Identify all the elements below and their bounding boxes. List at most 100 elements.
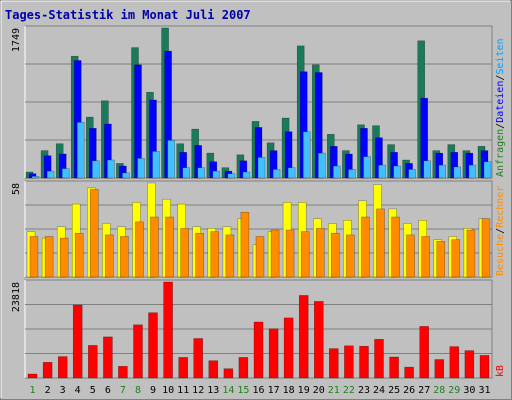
day-label-17: 17 [268,385,280,396]
panel-hits-ymax-label: 1749 [11,28,22,52]
rechner-bar-day-20 [316,228,325,278]
seiten-bar-day-12 [197,167,205,179]
rechner-bar-day-3 [59,237,69,278]
rechner-bar-day-7 [120,236,129,278]
rechner-bar-day-1 [29,236,39,278]
rechner-bar-day-15 [240,211,250,278]
rechner-bar-day-28 [436,241,446,278]
seiten-bar-day-20 [318,152,326,179]
day-label-10: 10 [162,385,174,396]
day-label-28: 28 [433,385,445,396]
panel-visits: 58 Besuche/Rechner [11,180,506,278]
day-label-22: 22 [343,385,355,396]
kb-bar-day-20 [314,301,324,379]
kb-bar-day-1 [27,373,38,379]
seiten-bar-day-24 [378,164,386,179]
rechner-bar-day-21 [331,232,340,278]
rechner-bar-day-30 [466,229,476,278]
day-label-5: 5 [90,385,96,396]
rechner-bar-day-5 [90,189,99,278]
seiten-bar-day-2 [46,170,55,179]
kb-bar-day-29 [449,346,460,379]
legend-entry-anfragen: Anfragen [495,129,506,177]
day-label-6: 6 [105,385,111,396]
seiten-bar-day-1 [31,176,40,179]
seiten-bar-day-21 [333,165,341,179]
seiten-bar-day-3 [61,168,70,179]
day-axis-labels: 1 2 3 4 5 6 7 8 9 10 11 12 13 14 15 16 17 18 19 20 21 22 23 24 2… [29,385,490,396]
kb-bar-day-26 [404,366,414,379]
rechner-bar-day-14 [225,234,235,278]
legend-entry-seiten: Seiten [495,38,506,74]
seiten-bar-day-17 [272,169,281,179]
rechner-bar-day-11 [180,228,189,278]
seiten-bar-day-29 [453,166,462,179]
seiten-bar-day-25 [393,165,401,179]
day-label-15: 15 [237,385,249,396]
rechner-bar-day-19 [300,231,310,278]
day-label-23: 23 [358,385,370,396]
rechner-bar-day-17 [270,229,280,278]
kb-bar-day-25 [389,356,399,379]
rechner-bar-day-23 [361,216,370,278]
rechner-bar-day-12 [195,232,204,278]
day-label-3: 3 [60,385,66,396]
chart-panels: 1749Anfragen/Dateien/Seiten58Besuche/Rec… [11,25,506,379]
panel-visits-legend: Besuche/Rechner [495,186,506,276]
kb-bar-day-17 [268,328,279,379]
rechner-bar-day-8 [135,221,144,278]
day-label-16: 16 [252,385,264,396]
series-rechner [29,189,491,278]
kb-bar-day-2 [42,362,53,379]
kb-bar-day-24 [374,339,384,379]
seiten-bar-day-22 [348,169,356,179]
day-label-20: 20 [313,385,325,396]
day-label-18: 18 [283,385,295,396]
legend-entry-kb: kB [495,365,506,377]
seiten-bar-day-27 [423,160,431,179]
day-label-12: 12 [192,385,204,396]
kb-bar-day-6 [103,336,113,379]
kb-bar-day-19 [298,295,309,379]
seiten-bar-day-18 [287,167,296,179]
day-label-19: 19 [298,385,310,396]
day-label-7: 7 [120,385,126,396]
seiten-bar-day-6 [107,159,115,179]
day-label-30: 30 [463,385,475,396]
kb-bar-day-21 [329,348,339,379]
rechner-bar-day-13 [210,231,220,278]
seiten-bar-day-8 [137,158,145,179]
kb-bar-day-22 [344,345,354,379]
kb-bar-day-18 [283,317,294,379]
day-label-11: 11 [177,385,189,396]
kb-bar-day-3 [57,356,68,379]
day-label-25: 25 [388,385,400,396]
day-label-24: 24 [373,385,385,396]
panel-visits-ymax-label: 58 [11,183,22,195]
legend-separator: / [495,75,506,81]
day-label-1: 1 [29,385,35,396]
kb-bar-day-27 [419,326,429,379]
rechner-bar-day-18 [285,229,295,278]
kb-bar-day-30 [464,350,475,379]
rechner-bar-day-29 [451,239,461,278]
day-label-26: 26 [403,385,415,396]
seiten-bar-day-10 [167,140,175,179]
seiten-bar-day-13 [212,170,221,179]
rechner-bar-day-27 [421,236,430,278]
rechner-bar-day-10 [165,216,174,278]
seiten-bar-day-30 [468,164,477,179]
kb-bar-day-9 [148,312,158,379]
seiten-bar-day-15 [242,171,251,179]
rechner-bar-day-26 [406,234,415,278]
seiten-bar-day-4 [76,122,85,179]
chart-title: Tages-Statistik im Monat Juli 2007 [5,8,251,22]
kb-bar-day-23 [359,345,369,379]
day-label-29: 29 [448,385,460,396]
legend-entry-dateien: Dateien [495,81,506,123]
rechner-bar-day-9 [150,216,159,278]
seiten-bar-day-11 [182,167,190,179]
panel-kb-legend: kB [495,365,506,377]
day-label-31: 31 [478,385,490,396]
